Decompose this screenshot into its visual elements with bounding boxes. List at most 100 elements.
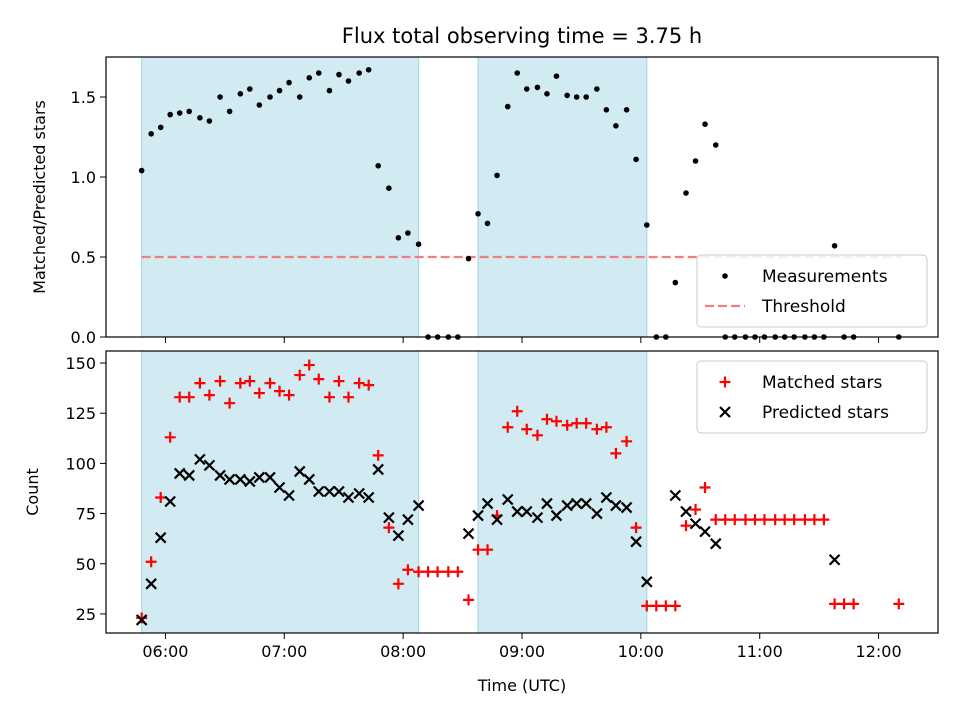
matched-stars-point <box>155 492 167 504</box>
measurements-point <box>217 94 223 100</box>
matched-stars-point <box>641 600 653 612</box>
measurements-point <box>167 111 173 118</box>
matched-stars-point <box>799 514 811 526</box>
measurements-point <box>484 220 491 227</box>
matched-stars-point <box>758 514 770 526</box>
ratio-panel-shading <box>141 57 648 337</box>
matched-stars-point <box>580 417 592 429</box>
count-panel-frame <box>105 350 939 634</box>
measurements-point <box>256 102 263 108</box>
predicted-stars-point <box>412 499 425 512</box>
predicted-stars-point <box>362 491 375 504</box>
matched-stars-point <box>174 391 186 403</box>
predicted-stars-point <box>173 467 186 480</box>
matched-stars-point <box>591 423 603 435</box>
legend-label: Threshold <box>761 297 846 317</box>
y-tick-label: 0.5 <box>71 248 96 267</box>
matched-stars-point <box>482 544 494 556</box>
matched-stars-point <box>893 598 905 610</box>
matched-stars-point <box>363 379 375 391</box>
predicted-stars-point <box>303 473 316 486</box>
legend-label: Measurements <box>762 267 888 287</box>
matched-stars-point <box>413 566 425 578</box>
matched-stars-point <box>224 397 236 409</box>
ratio-panel: 0.0 0.5 1.0 1.5 Matched/Predicted stars Mea… <box>30 56 939 347</box>
measurements-point <box>712 142 719 148</box>
measurements-point <box>475 211 481 217</box>
ratio-panel-ylabel: Matched/Predicted stars <box>30 100 49 294</box>
predicted-stars-point <box>145 578 157 590</box>
predicted-stars-point <box>462 527 475 540</box>
count-panel-ticks: 06:00 07:00 08:00 09:00 10:00 11:00 12:00 25 50 7… <box>65 354 901 661</box>
predicted-stars-point <box>402 513 414 526</box>
matched-stars-point <box>203 389 215 401</box>
matched-stars-point <box>294 369 306 381</box>
matched-stars-point <box>838 598 850 610</box>
matched-stars-point <box>788 514 800 526</box>
predicted-stars-point <box>342 491 355 504</box>
predicted-stars-point <box>610 499 622 512</box>
measurements-point <box>692 158 699 164</box>
matched-stars-point <box>472 544 484 556</box>
y-tick-label: 50 <box>76 555 96 574</box>
matched-stars-point <box>432 566 444 578</box>
ratio-panel-frame <box>105 56 939 338</box>
measurements-point <box>494 172 500 179</box>
matched-stars-point <box>234 377 246 389</box>
predicted-stars-point <box>203 459 216 472</box>
legend-box <box>696 254 928 328</box>
predicted-stars-point <box>600 491 613 504</box>
x-tick-label: 07:00 <box>261 642 307 661</box>
measurements-point <box>514 70 521 76</box>
measurements-point <box>573 94 580 100</box>
ratio-panel-legend: Measurements Threshold <box>696 254 928 328</box>
measurements-point <box>276 87 283 94</box>
predicted-stars-point <box>223 473 236 486</box>
measurements-point <box>326 87 333 94</box>
measurements-point <box>336 71 342 78</box>
observing-interval-1 <box>141 57 419 337</box>
predicted-stars-point <box>194 453 206 466</box>
measurements-point <box>633 156 639 163</box>
legend-marker <box>719 406 731 418</box>
predicted-stars-point <box>214 469 226 482</box>
matched-stars-point <box>610 447 622 459</box>
legend-marker <box>719 376 731 388</box>
matched-stars-point <box>531 429 543 441</box>
matched-stars-point <box>164 431 176 443</box>
measurements-point <box>583 94 589 100</box>
predicted-stars-point <box>561 499 573 512</box>
x-tick-label: 10:00 <box>618 642 664 661</box>
matched-stars-point <box>710 514 722 526</box>
predicted-stars-point <box>511 505 524 518</box>
predicted-stars-point <box>699 525 711 538</box>
measurements-point <box>148 131 154 137</box>
count-panel-legend: Matched stars Predicted stars <box>696 360 928 434</box>
matched-stars-point <box>848 598 860 610</box>
measurements-point <box>306 75 313 81</box>
predicted-stars-point <box>264 471 276 484</box>
measurements-point <box>386 185 392 191</box>
measurements-point <box>365 67 372 73</box>
matched-stars-point <box>630 522 642 534</box>
y-tick-label: 150 <box>65 354 96 373</box>
matched-stars-point <box>274 385 286 397</box>
matched-stars-point <box>323 391 335 403</box>
measurements-point <box>296 94 303 100</box>
legend-marker <box>722 273 728 279</box>
measurements-point <box>395 235 402 241</box>
measurements-point <box>237 91 244 97</box>
predicted-stars-point <box>383 511 395 524</box>
predicted-stars-point <box>570 497 583 510</box>
matched-stars-point <box>283 389 295 401</box>
predicted-stars-point <box>709 537 722 550</box>
predicted-stars-point <box>312 485 325 498</box>
measurements-point <box>176 110 183 116</box>
measurements-point <box>603 107 610 113</box>
matched-stars-point <box>372 449 384 461</box>
measurements-point <box>553 73 560 79</box>
y-tick-label: 1.5 <box>71 88 96 107</box>
chart-title: Flux total observing time = 3.75 h <box>342 24 702 48</box>
predicted-stars-point <box>273 481 286 494</box>
predicted-stars-point <box>353 487 365 500</box>
